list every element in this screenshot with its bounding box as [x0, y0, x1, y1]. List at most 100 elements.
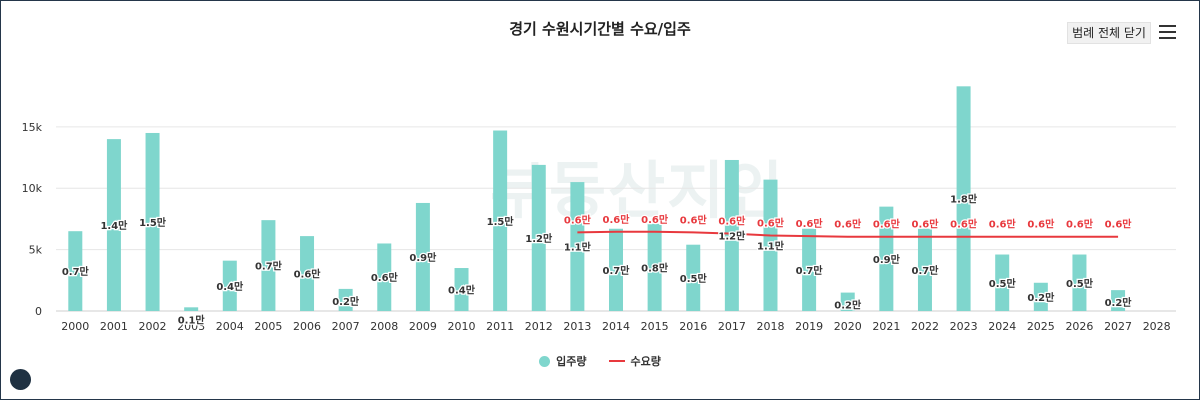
- line-data-label: 0.6만: [989, 218, 1017, 231]
- bar-data-label: 1.5만: [487, 215, 515, 228]
- x-tick-label: 2022: [911, 320, 939, 333]
- bar-data-label: 0.8만: [641, 261, 669, 274]
- line-data-label: 0.6만: [1027, 218, 1055, 231]
- bar-data-label: 0.9만: [873, 253, 901, 266]
- bar-data-label: 0.7만: [796, 264, 824, 277]
- bar-data-label: 1.2만: [718, 229, 746, 242]
- hamburger-menu-icon[interactable]: [1159, 25, 1176, 39]
- bar-data-label: 0.9만: [409, 251, 437, 264]
- x-tick-label: 2008: [370, 320, 398, 333]
- bar-data-label: 0.1만: [178, 313, 206, 326]
- bar: [106, 139, 121, 311]
- x-tick-label: 2027: [1104, 320, 1132, 333]
- x-tick-label: 2018: [756, 320, 784, 333]
- x-tick-label: 2007: [332, 320, 360, 333]
- bar-data-label: 0.5만: [989, 277, 1017, 290]
- bar-data-label: 1.8만: [950, 193, 978, 206]
- x-tick-label: 2020: [834, 320, 862, 333]
- bar-data-label: 0.2만: [1105, 296, 1133, 309]
- bar: [724, 159, 739, 311]
- line-data-label: 0.6만: [603, 213, 631, 226]
- x-tick-label: 2004: [216, 320, 244, 333]
- line-data-label: 0.6만: [641, 213, 669, 226]
- x-tick-label: 2021: [872, 320, 900, 333]
- legend-label-demand: 수요량: [630, 355, 661, 368]
- x-tick-label: 2005: [254, 320, 282, 333]
- x-tick-label: 2028: [1143, 320, 1171, 333]
- chart-title: 경기 수원시기간별 수요/입주: [509, 20, 691, 38]
- y-tick-label: 10k: [22, 182, 43, 195]
- y-tick-label: 0: [35, 305, 42, 318]
- line-data-label: 0.6만: [950, 218, 978, 231]
- bar-data-label: 1.1만: [564, 241, 592, 254]
- x-tick-label: 2013: [563, 320, 591, 333]
- legend-item-demand[interactable]: 수요량: [608, 353, 661, 369]
- bar: [1111, 290, 1126, 311]
- legend-item-supply[interactable]: 입주량: [539, 353, 587, 369]
- x-tick-label: 2017: [718, 320, 746, 333]
- legend-dot-icon: [539, 355, 551, 367]
- x-tick-label: 2015: [641, 320, 669, 333]
- line-data-label: 0.6만: [796, 217, 824, 230]
- bar-data-label: 1.2만: [525, 232, 553, 245]
- line-data-label: 0.6만: [680, 213, 708, 226]
- bar-data-label: 1.1만: [757, 239, 785, 252]
- bar: [300, 236, 315, 311]
- bar-data-label: 1.4만: [100, 219, 128, 232]
- bar: [802, 228, 817, 311]
- bar: [917, 228, 932, 311]
- legend-line-icon: [608, 360, 625, 362]
- line-data-label: 0.6만: [1105, 218, 1133, 231]
- bar-data-label: 0.7만: [603, 264, 631, 277]
- bar: [68, 231, 83, 311]
- bar-data-label: 0.7만: [62, 265, 90, 278]
- bar: [570, 182, 585, 311]
- x-tick-label: 2010: [448, 320, 476, 333]
- y-tick-label: 5k: [29, 244, 43, 257]
- bar: [956, 86, 971, 311]
- line-data-label: 0.6만: [757, 216, 785, 229]
- x-tick-label: 2006: [293, 320, 321, 333]
- demand-line: [577, 230, 1119, 238]
- bar: [261, 220, 276, 311]
- bar: [1072, 254, 1087, 311]
- x-tick-label: 2016: [679, 320, 707, 333]
- bar: [531, 164, 546, 311]
- bar: [995, 254, 1010, 311]
- chart-legend: 입주량 수요량: [0, 353, 1200, 369]
- bar: [184, 307, 199, 311]
- bar: [454, 268, 469, 311]
- bar: [415, 202, 430, 311]
- x-tick-label: 2025: [1027, 320, 1055, 333]
- legend-label-supply: 입주량: [556, 355, 587, 368]
- line-data-label: 0.6만: [873, 218, 901, 231]
- line-data-label: 0.6만: [718, 215, 746, 228]
- x-tick-label: 2011: [486, 320, 514, 333]
- bar: [338, 288, 353, 311]
- brand-logo-icon: [10, 369, 31, 390]
- bar-data-label: 0.6만: [371, 271, 399, 284]
- x-tick-label: 2001: [100, 320, 128, 333]
- x-tick-label: 2003: [177, 320, 205, 333]
- bar: [686, 244, 701, 311]
- bar-data-label: 0.4만: [448, 284, 476, 297]
- bar-data-label: 0.5만: [680, 272, 708, 285]
- line-data-label: 0.6만: [834, 218, 862, 231]
- x-tick-label: 2019: [795, 320, 823, 333]
- bar-data-label: 0.2만: [332, 295, 360, 308]
- bar-data-label: 0.2만: [834, 299, 862, 312]
- bar: [493, 130, 508, 311]
- legend-toggle-button[interactable]: 범례 전체 닫기: [1067, 22, 1151, 44]
- y-tick-label: 15k: [22, 121, 43, 134]
- bar-data-label: 0.7만: [255, 260, 283, 273]
- line-data-label: 0.6만: [912, 218, 940, 231]
- x-tick-label: 2026: [1065, 320, 1093, 333]
- bar: [840, 292, 855, 311]
- bar-data-label: 0.7만: [912, 264, 940, 277]
- x-tick-label: 2023: [950, 320, 978, 333]
- bar: [763, 179, 778, 311]
- bar: [879, 206, 894, 311]
- x-tick-label: 2014: [602, 320, 630, 333]
- bar-data-label: 0.6만: [294, 268, 322, 281]
